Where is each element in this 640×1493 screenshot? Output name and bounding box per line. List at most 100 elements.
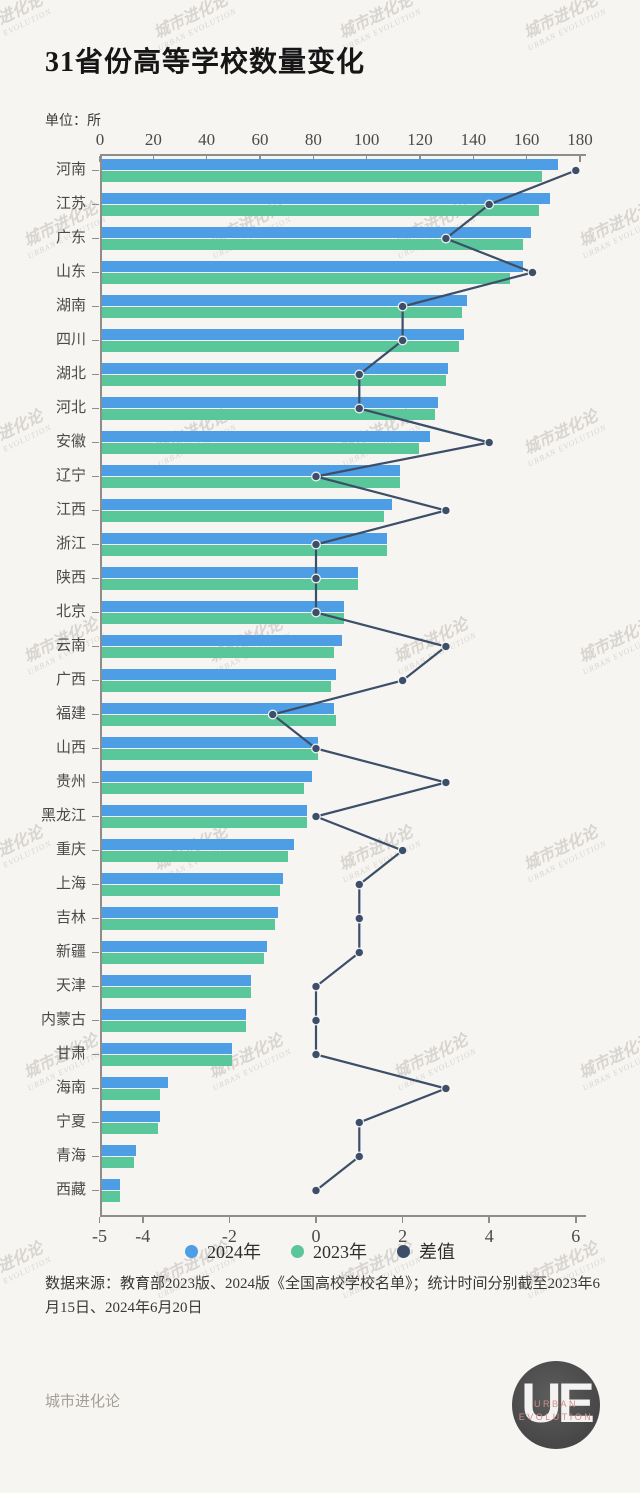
ue-logo: UE URBAN EVOLUTION xyxy=(512,1361,600,1449)
category-tick xyxy=(92,237,99,240)
category-label: 青海 xyxy=(55,1148,86,1164)
diff-dot xyxy=(311,1015,321,1026)
category-tick xyxy=(92,951,99,954)
legend-dot xyxy=(291,1244,304,1258)
category-tick xyxy=(92,441,99,444)
bar-2024-青海 xyxy=(101,1145,137,1156)
left-axis-line xyxy=(100,154,102,1217)
bar-2024-山西 xyxy=(101,737,318,748)
top-axis-tick xyxy=(259,155,261,162)
bottom-axis-tick xyxy=(228,1216,231,1223)
category-label: 海南 xyxy=(55,1080,86,1096)
bar-2024-广西 xyxy=(101,669,337,680)
bar-2024-四川 xyxy=(101,329,465,340)
bar-2024-湖南 xyxy=(101,295,467,306)
bar-2024-浙江 xyxy=(101,533,387,544)
legend-label: 差值 xyxy=(419,1242,455,1262)
diff-dot xyxy=(311,811,321,822)
category-tick xyxy=(92,407,99,410)
category-tick xyxy=(92,203,99,206)
category-tick xyxy=(92,679,99,682)
bar-2023-河南 xyxy=(101,171,542,182)
bar-2023-北京 xyxy=(101,613,345,624)
top-axis-tick-label: 140 xyxy=(460,130,487,149)
top-axis-tick xyxy=(365,155,368,162)
diff-dot xyxy=(484,437,495,448)
bar-2024-陕西 xyxy=(101,567,358,578)
top-axis-tick-label: 120 xyxy=(407,130,433,149)
legend-item-2023年: 2023年 xyxy=(291,1238,367,1264)
category-label: 新疆 xyxy=(55,944,86,960)
category-label: 贵州 xyxy=(55,774,86,790)
top-axis-tick-label: 180 xyxy=(567,130,593,149)
top-axis-tick xyxy=(312,155,315,162)
top-axis-tick xyxy=(525,155,528,162)
bar-2023-陕西 xyxy=(101,579,358,590)
bar-2024-江苏 xyxy=(101,193,550,204)
bar-2023-上海 xyxy=(101,885,281,896)
category-label: 山西 xyxy=(55,740,86,756)
category-tick xyxy=(92,543,99,546)
diff-dot xyxy=(397,675,408,686)
bar-2024-上海 xyxy=(101,873,283,884)
diff-dot xyxy=(397,845,408,856)
top-axis-tick-label: 80 xyxy=(304,130,322,149)
category-label: 天津 xyxy=(55,978,86,994)
diff-dot xyxy=(440,777,451,788)
bar-2023-贵州 xyxy=(101,783,305,794)
category-tick xyxy=(92,1189,99,1192)
bar-2023-浙江 xyxy=(101,545,387,556)
category-label: 福建 xyxy=(55,706,86,722)
category-tick xyxy=(92,815,99,818)
bottom-axis-tick xyxy=(98,1216,101,1223)
category-tick xyxy=(92,849,99,852)
category-tick xyxy=(92,747,99,750)
bar-2024-甘肃 xyxy=(101,1043,233,1054)
bar-2024-福建 xyxy=(101,703,334,714)
brand-name: 城市进化论 xyxy=(45,1394,121,1410)
diff-dot xyxy=(440,1083,451,1094)
category-label: 湖南 xyxy=(55,298,86,314)
bar-2023-海南 xyxy=(101,1089,161,1100)
bar-2024-云南 xyxy=(101,635,342,646)
category-tick xyxy=(92,883,99,886)
bar-2023-广西 xyxy=(101,681,331,692)
bar-2023-甘肃 xyxy=(101,1055,233,1066)
bar-2024-黑龙江 xyxy=(101,805,307,816)
bar-2024-河南 xyxy=(101,159,558,170)
category-tick xyxy=(92,917,99,920)
top-axis-tick-label: 40 xyxy=(198,130,216,149)
category-tick xyxy=(92,1155,99,1158)
category-label: 四川 xyxy=(55,332,86,348)
category-tick xyxy=(92,781,99,784)
bar-2023-吉林 xyxy=(101,919,275,930)
bar-2023-四川 xyxy=(101,341,459,352)
bar-2024-辽宁 xyxy=(101,465,401,476)
category-label: 甘肃 xyxy=(55,1046,86,1062)
category-label: 内蒙古 xyxy=(40,1012,86,1028)
ue-logo-caption-line2: EVOLUTION xyxy=(518,1412,594,1423)
ue-logo-caption-line1: URBAN xyxy=(533,1398,578,1409)
category-label: 湖北 xyxy=(55,366,86,382)
bar-2023-辽宁 xyxy=(101,477,401,488)
category-label: 西藏 xyxy=(55,1182,86,1198)
bar-2024-内蒙古 xyxy=(101,1009,246,1020)
diff-dot xyxy=(311,1185,321,1196)
category-tick xyxy=(92,1121,99,1124)
category-label: 山东 xyxy=(55,264,86,280)
category-tick xyxy=(92,645,99,648)
bar-2023-江西 xyxy=(101,511,385,522)
bar-2023-湖南 xyxy=(101,307,462,318)
bar-2023-福建 xyxy=(101,715,337,726)
category-label: 北京 xyxy=(55,604,86,620)
category-label: 上海 xyxy=(55,876,86,892)
diff-dot xyxy=(311,1049,321,1060)
category-label: 云南 xyxy=(55,638,86,654)
category-tick xyxy=(92,271,99,274)
legend-item-差值: 差值 xyxy=(397,1238,455,1264)
bottom-axis-tick xyxy=(575,1216,577,1223)
bottom-axis-tick xyxy=(315,1216,317,1223)
bar-2023-新疆 xyxy=(101,953,265,964)
bar-2023-广东 xyxy=(101,239,523,250)
